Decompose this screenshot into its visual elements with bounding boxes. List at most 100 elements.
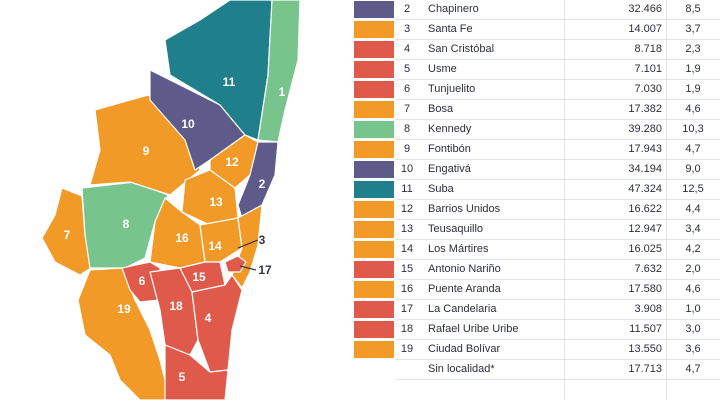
- region-label-10: 10: [181, 117, 195, 131]
- row-divider: [396, 59, 720, 60]
- region-label-4: 4: [205, 311, 212, 325]
- row-divider: [396, 179, 720, 180]
- table-row: 5 Usme 7.101 1,9: [352, 60, 720, 80]
- legend-swatch: [354, 61, 394, 78]
- locality-value: 12.947: [628, 223, 662, 235]
- locality-name: Antonio Nariño: [428, 263, 501, 275]
- locality-name: Sin localidad*: [428, 363, 495, 375]
- locality-number: 10: [400, 163, 414, 175]
- table-row: 3 Santa Fe 14.007 3,7: [352, 20, 720, 40]
- row-divider: [396, 379, 720, 380]
- locality-value: 17.580: [628, 283, 662, 295]
- legend-swatch: [354, 321, 394, 338]
- locality-percent: 12,5: [682, 183, 704, 195]
- table-row: 15 Antonio Nariño 7.632 2,0: [352, 260, 720, 280]
- locality-percent: 4,6: [685, 283, 701, 295]
- locality-number: 11: [401, 183, 413, 195]
- legend-swatch: [354, 261, 394, 278]
- table-row: 6 Tunjuelito 7.030 1,9: [352, 80, 720, 100]
- table-row: 4 San Cristóbal 8.718 2,3: [352, 40, 720, 60]
- table-row: 2 Chapinero 32.466 8,5: [352, 0, 720, 20]
- locality-percent: 4,2: [685, 243, 701, 255]
- locality-value: 34.194: [628, 163, 662, 175]
- localities-table: 2 Chapinero 32.466 8,5 3 Santa Fe 14.007 3,7 4 Sa…: [352, 0, 720, 400]
- locality-percent: 3,0: [685, 323, 701, 335]
- region-14[interactable]: [199, 217, 243, 263]
- region-label-1: 1: [279, 85, 286, 99]
- legend-swatch: [354, 301, 394, 318]
- locality-value: 7.030: [634, 83, 662, 95]
- table-row: 12 Barrios Unidos 16.622 4,4: [352, 200, 720, 220]
- legend-swatch: [354, 201, 394, 218]
- locality-number: 8: [403, 123, 411, 135]
- legend-swatch: [354, 121, 394, 138]
- locality-name: Usme: [428, 63, 457, 75]
- locality-number: 16: [400, 283, 414, 295]
- locality-name: Ciudad Bolívar: [428, 343, 501, 355]
- locality-number: 7: [403, 103, 411, 115]
- locality-name: Kennedy: [428, 123, 472, 135]
- region-1[interactable]: [257, 0, 301, 143]
- row-divider: [396, 79, 720, 80]
- locality-percent: 8,5: [685, 3, 701, 15]
- row-divider: [396, 19, 720, 20]
- callout-line-3: [237, 239, 259, 249]
- region-5[interactable]: [164, 344, 229, 400]
- locality-value: 32.466: [628, 3, 662, 15]
- legend-swatch: [354, 241, 394, 258]
- locality-percent: 1,9: [685, 63, 701, 75]
- locality-number: 14: [400, 243, 414, 255]
- locality-name: Puente Aranda: [428, 283, 501, 295]
- region-label-18: 18: [169, 299, 183, 313]
- legend-swatch: [354, 1, 394, 18]
- locality-value: 47.324: [628, 183, 662, 195]
- row-divider: [396, 319, 720, 320]
- locality-value: 39.280: [628, 123, 662, 135]
- region-label-5: 5: [179, 370, 186, 384]
- locality-percent: 10,3: [682, 123, 704, 135]
- locality-name: Engativá: [428, 163, 471, 175]
- locality-name: Chapinero: [428, 3, 479, 15]
- region-18[interactable]: [149, 267, 199, 356]
- table-row: 9 Fontibón 17.943 4,7: [352, 140, 720, 160]
- region-19[interactable]: [77, 267, 171, 400]
- table-row: 18 Rafael Uribe Uribe 11.507 3,0: [352, 320, 720, 340]
- locality-name: Tunjuelito: [428, 83, 476, 95]
- table-row: 17 La Candelaria 3.908 1,0: [352, 300, 720, 320]
- locality-name: San Cristóbal: [428, 43, 495, 55]
- region-4[interactable]: [191, 274, 243, 373]
- locality-percent: 2,0: [685, 263, 701, 275]
- locality-name: Los Mártires: [428, 243, 489, 255]
- legend-swatch: [354, 21, 394, 38]
- row-divider: [396, 199, 720, 200]
- locality-percent: 1,0: [685, 303, 701, 315]
- region-label-2: 2: [259, 177, 266, 191]
- column-divider-value: [564, 0, 565, 400]
- legend-swatch: [354, 341, 394, 358]
- locality-number: 18: [400, 323, 414, 335]
- column-divider-percent: [666, 0, 667, 400]
- locality-name: Santa Fe: [428, 23, 473, 35]
- locality-value: 17.943: [628, 143, 662, 155]
- locality-percent: 3,4: [685, 223, 701, 235]
- row-divider: [396, 279, 720, 280]
- locality-name: Teusaquillo: [428, 223, 484, 235]
- callout-line-17: [239, 265, 257, 271]
- locality-value: 17.713: [628, 363, 662, 375]
- locality-number: 5: [403, 63, 411, 75]
- locality-value: 3.908: [634, 303, 662, 315]
- region-label-15: 15: [192, 270, 206, 284]
- table-row: 13 Teusaquillo 12.947 3,4: [352, 220, 720, 240]
- legend-swatch: [354, 141, 394, 158]
- locality-name: Rafael Uribe Uribe: [428, 323, 519, 335]
- region-label-9: 9: [143, 144, 150, 158]
- locality-percent: 4,7: [685, 363, 701, 375]
- region-label-14: 14: [208, 239, 222, 253]
- region-label-7: 7: [64, 228, 71, 242]
- bogota-localities-map: 1 2 3 4 5 6 7 8 9 10 11 12 13 14 15 16 1…: [41, 0, 301, 400]
- locality-number: 19: [400, 343, 414, 355]
- table-row: 16 Puente Aranda 17.580 4,6: [352, 280, 720, 300]
- locality-value: 11.507: [629, 323, 662, 335]
- row-divider: [396, 239, 720, 240]
- row-divider: [396, 39, 720, 40]
